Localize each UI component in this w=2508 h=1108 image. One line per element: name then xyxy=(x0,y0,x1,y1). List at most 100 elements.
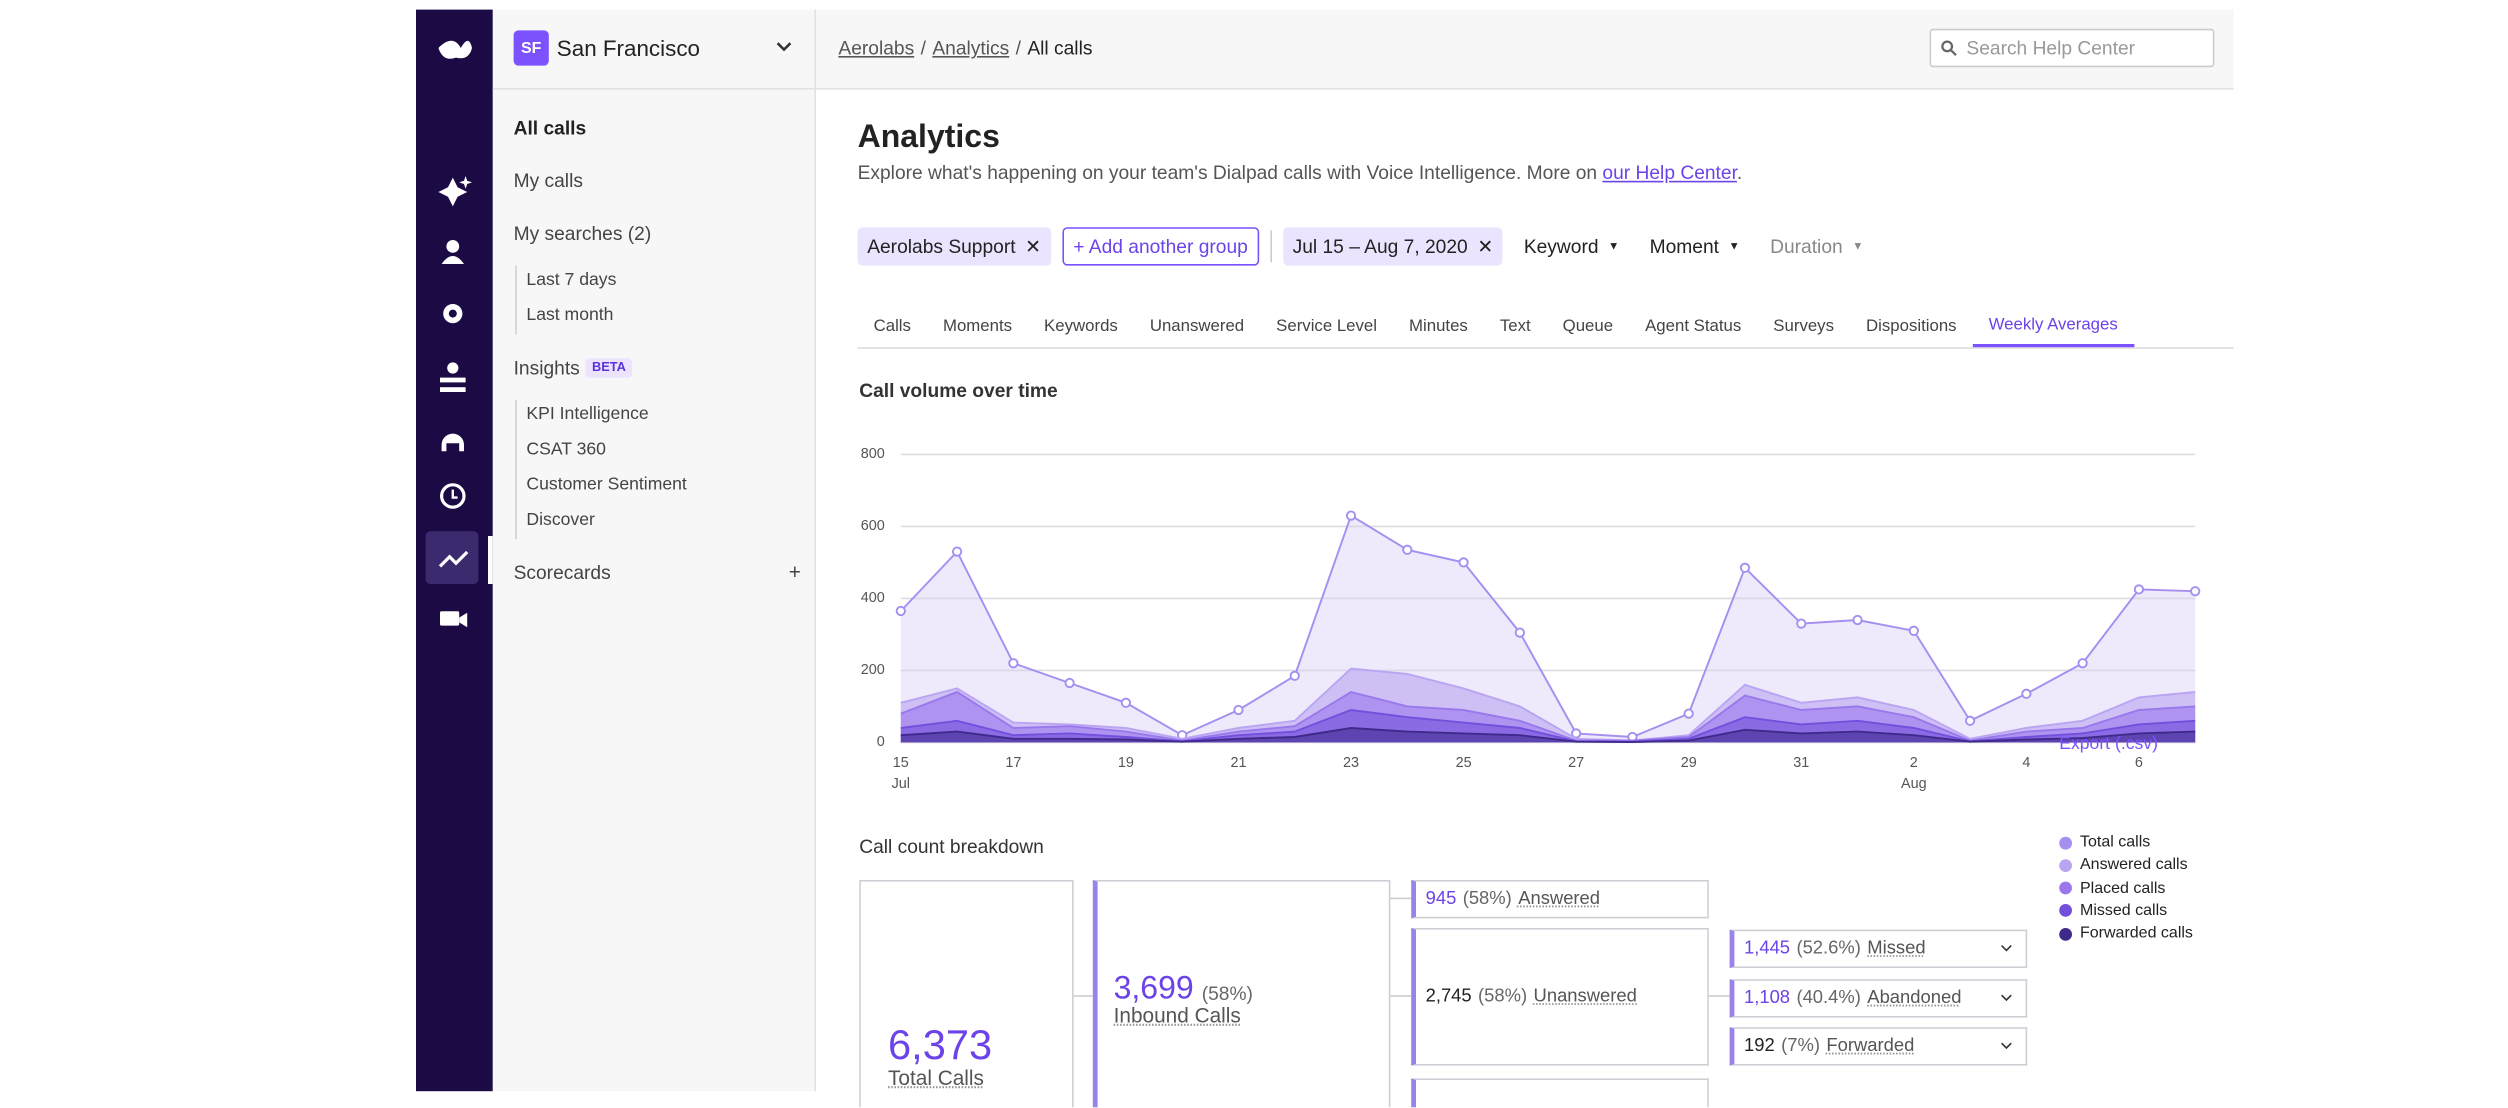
contacts-icon[interactable] xyxy=(441,240,464,264)
tab[interactable]: Calls xyxy=(873,316,911,336)
point xyxy=(951,546,963,557)
nav-subitem[interactable]: Discover xyxy=(526,510,595,530)
export-link[interactable]: Export (.csv) xyxy=(2059,734,2158,754)
point xyxy=(2133,584,2145,595)
caret: ▼ xyxy=(1608,240,1620,252)
legend-item[interactable]: Missed calls xyxy=(2059,902,2167,920)
nav-subitem[interactable]: CSAT 360 xyxy=(526,440,606,460)
team-icon[interactable] xyxy=(440,362,466,392)
active-indicator xyxy=(488,536,493,584)
crumb[interactable]: Analytics xyxy=(932,36,1010,60)
tree-line xyxy=(515,265,517,335)
y-tick-label: 800 xyxy=(861,446,885,462)
dropdown-label: Moment xyxy=(1649,235,1719,258)
x-tick-label: 21 xyxy=(1230,755,1246,771)
ai-icon[interactable] xyxy=(438,176,472,207)
video-icon[interactable] xyxy=(440,611,468,628)
legend-swatch xyxy=(2059,858,2072,872)
analytics-icon[interactable] xyxy=(438,550,469,568)
add-group-button[interactable]: + Add another group xyxy=(1062,227,1260,266)
legend-item[interactable]: Placed calls xyxy=(2059,879,2165,897)
workspace-name[interactable]: San Francisco xyxy=(556,35,700,61)
x-tick-label: 19 xyxy=(1118,755,1134,771)
point xyxy=(1008,658,1019,669)
tab[interactable]: Keywords xyxy=(1044,316,1118,336)
y-tick-label: 0 xyxy=(877,734,885,750)
dropdown[interactable]: Moment ▼ xyxy=(1640,227,1749,265)
caret: ▼ xyxy=(1728,240,1740,252)
tab[interactable]: Unanswered xyxy=(1149,316,1245,336)
legend-swatch xyxy=(2059,881,2072,895)
history-icon[interactable] xyxy=(440,483,466,509)
chevron xyxy=(2001,945,2012,952)
description: Explore what's happening on your team's … xyxy=(857,161,1603,184)
dropdown[interactable]: Keyword ▼ xyxy=(1514,227,1629,265)
nav-item[interactable]: Insights xyxy=(513,356,580,380)
tab[interactable]: Weekly Averages xyxy=(1972,304,2134,348)
filters: Aerolabs Support ✕ + Add another group Ju… xyxy=(857,227,1873,266)
tab[interactable]: Agent Status xyxy=(1645,316,1742,336)
pct: (52.6%) xyxy=(1796,939,1861,959)
chip-label: Aerolabs Support xyxy=(867,235,1016,258)
x-tick-label: 17 xyxy=(1005,755,1021,771)
x-tick-label: 2 xyxy=(1910,755,1918,771)
legend-item[interactable]: Total calls xyxy=(2059,834,2150,851)
connector xyxy=(1390,995,1412,997)
tree-line xyxy=(515,400,517,540)
label: Forwarded xyxy=(1826,1036,1915,1056)
x-tick-label: 31 xyxy=(1793,755,1809,771)
nav-subitem[interactable]: Last month xyxy=(526,305,614,325)
line xyxy=(900,727,2196,744)
missed-box[interactable]: 1,445 (52.6%) Missed xyxy=(1729,929,2028,968)
point xyxy=(1064,677,1075,689)
chevron[interactable] xyxy=(774,40,793,56)
nav-subitem[interactable]: KPI Intelligence xyxy=(526,404,649,424)
nav-item[interactable]: My searches (2) xyxy=(513,222,652,245)
legend-item[interactable]: Forwarded calls xyxy=(2059,925,2193,943)
tabs: Calls Moments Keywords Unanswered Service Le… xyxy=(858,304,2134,348)
filter-chip[interactable]: Jul 15 – Aug 7, 2020 ✕ xyxy=(1283,227,1504,266)
point xyxy=(1796,618,1807,629)
value: 1,108 xyxy=(1744,988,1791,1008)
x-tick-label: 6 xyxy=(2135,755,2143,771)
inbound-value: 3,699 xyxy=(1113,971,1194,1007)
tab[interactable]: Dispositions xyxy=(1866,316,1957,336)
remove[interactable]: ✕ xyxy=(1025,235,1042,258)
separator xyxy=(1270,230,1272,263)
nav-item[interactable]: My calls xyxy=(513,169,583,192)
connector xyxy=(1073,995,1093,997)
legend-item[interactable]: Answered calls xyxy=(2059,856,2188,874)
support-icon[interactable] xyxy=(441,433,464,452)
tab[interactable]: Service Level xyxy=(1276,316,1377,336)
crumb[interactable]: Aerolabs xyxy=(838,36,915,60)
tab[interactable]: Moments xyxy=(942,316,1013,336)
logo[interactable] xyxy=(438,40,472,59)
help-link[interactable]: our Help Center xyxy=(1602,161,1737,184)
tab[interactable]: Queue xyxy=(1562,316,1614,336)
settings-icon[interactable] xyxy=(443,304,463,324)
x-month-label: Aug xyxy=(1901,776,1927,792)
point xyxy=(1233,704,1244,716)
remove[interactable]: ✕ xyxy=(1477,235,1494,258)
forwarded-box[interactable]: 192 (7%) Forwarded xyxy=(1729,1027,2028,1066)
dropdown-label: Keyword xyxy=(1523,235,1599,258)
search-box[interactable]: Search Help Center xyxy=(1929,28,2215,68)
point xyxy=(1458,557,1469,568)
chart: 0 200 400 600 800 15 Jul 17 19 21 23 25 27 29 31 2 Aug 4 6 xyxy=(861,446,2201,792)
abandoned-box[interactable]: 1,108 (40.4%) Abandoned xyxy=(1729,979,2028,1018)
line xyxy=(900,690,2196,742)
dropdown[interactable]: Duration ▼ xyxy=(1761,227,1873,265)
tab[interactable]: Surveys xyxy=(1773,316,1834,336)
filter-chip[interactable]: Aerolabs Support ✕ xyxy=(857,227,1051,266)
nav-item[interactable]: Scorecards xyxy=(513,561,611,584)
nav-subitem[interactable]: Last 7 days xyxy=(526,270,617,290)
point xyxy=(1345,510,1357,521)
nav-subitem[interactable]: Customer Sentiment xyxy=(526,475,687,495)
total-box xyxy=(859,880,1074,1108)
tab[interactable]: Minutes xyxy=(1409,316,1468,336)
point xyxy=(1402,544,1413,555)
area xyxy=(900,515,2196,743)
nav-item[interactable]: All calls xyxy=(513,116,587,140)
tab[interactable]: Text xyxy=(1499,316,1531,336)
add-button[interactable]: + xyxy=(788,560,801,584)
